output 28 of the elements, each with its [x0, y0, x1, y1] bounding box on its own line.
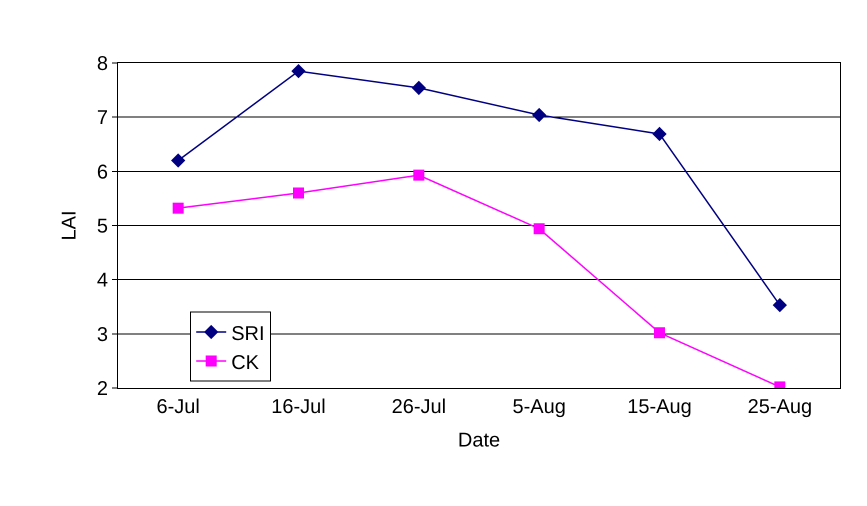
- y-tick-label: 2: [96, 378, 108, 400]
- x-tick-label: 25-Aug: [748, 396, 812, 418]
- point: [654, 327, 665, 338]
- point: [172, 202, 184, 214]
- x-tick-label: 5-Aug: [512, 396, 566, 418]
- legend-label: CK: [231, 352, 260, 374]
- y-tick-label: 5: [96, 216, 108, 238]
- y-tick-label: 4: [96, 270, 108, 292]
- point: [772, 298, 787, 312]
- point: [291, 64, 306, 78]
- y-tick-label: 6: [96, 161, 108, 184]
- y-tick-label: 3: [96, 324, 108, 346]
- x-tick-label: 26-Jul: [392, 396, 446, 418]
- x-tick-label: 6-Jul: [156, 396, 200, 418]
- point: [534, 223, 545, 234]
- x-axis-title: Date: [458, 430, 500, 452]
- y-tick-label: 8: [96, 53, 108, 75]
- y-tick-label: 7: [96, 107, 108, 130]
- legend-label: SRI: [231, 322, 265, 345]
- point: [652, 126, 667, 142]
- x-tick-label: 16-Jul: [271, 396, 326, 418]
- point: [171, 153, 186, 168]
- point: [412, 80, 426, 96]
- point: [413, 170, 424, 181]
- point: [293, 188, 304, 198]
- y-axis-title: LAI: [58, 210, 80, 241]
- x-tick-label: 15-Aug: [627, 396, 692, 418]
- point: [532, 108, 546, 122]
